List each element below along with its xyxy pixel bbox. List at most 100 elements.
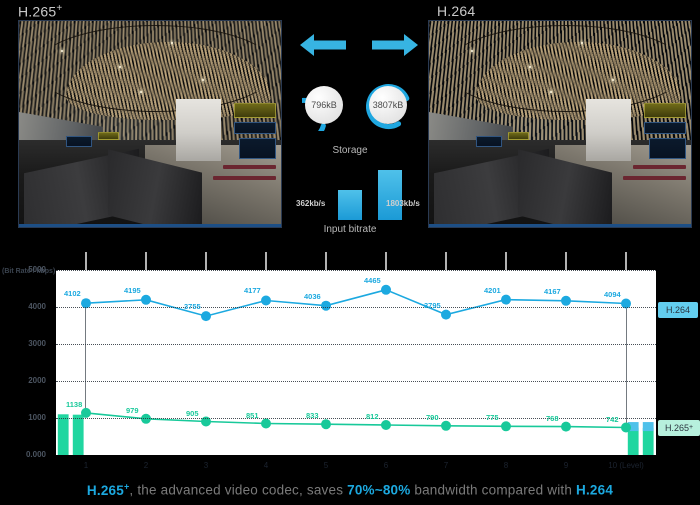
panel-title-h265-text: H.265 (18, 3, 57, 20)
chart-point-label-h265: 833 (306, 411, 319, 421)
center-pillar (586, 99, 631, 162)
ceiling-light (118, 66, 121, 69)
ceiling-light (612, 78, 615, 81)
chart-point-label-h264: 4201 (484, 285, 501, 295)
bench-row-2 (622, 175, 686, 180)
chart-y-tick: 4000 (28, 302, 46, 311)
chart-gridline (56, 344, 656, 345)
ceiling-light (528, 66, 531, 69)
bottom-band (19, 224, 281, 227)
panel-title-h265: H.265+ (18, 3, 62, 20)
bench-row-2 (212, 175, 276, 180)
info-sign-yellow (643, 103, 686, 118)
bitrate-label: Input bitrate (323, 224, 377, 235)
bitrate-value-h265: 362kb/s (296, 199, 326, 208)
storage-donut-h264: 3807kB (366, 83, 414, 131)
ceiling-light (202, 78, 205, 81)
arrow-right-icon (372, 32, 418, 58)
info-sign-left-2 (507, 132, 529, 141)
chart-point-label-h264: 4102 (64, 289, 81, 299)
bench-row (633, 165, 686, 170)
chart-legend-h265: H.265 + (658, 419, 700, 436)
chart-legend-h265-text: H.265 (664, 422, 689, 433)
panel-title-h264-text: H.264 (437, 3, 476, 19)
chart-point-label-h265: 775 (486, 413, 499, 423)
ceiling-light (170, 41, 173, 44)
storage-label: Storage (332, 145, 368, 156)
center-pillar (176, 99, 221, 162)
arrow-left-icon (300, 32, 346, 58)
preview-image-h264 (428, 20, 692, 228)
preview-image-h265 (18, 20, 282, 228)
caption-h265: H.265+ (87, 481, 130, 498)
ceiling-light (470, 49, 473, 52)
chart-y-tick: 5000 (28, 265, 46, 274)
caption: H.265+, the advanced video codec, saves … (0, 481, 700, 498)
chart-y-tick: 3000 (28, 339, 46, 348)
chart-x-tick: 7 (443, 461, 449, 470)
chart-point-label-h264: 3795 (424, 300, 441, 310)
chart-point-label-h264: 4195 (124, 285, 141, 295)
chart-x-tick: 4 (263, 461, 269, 470)
storage-value-h264: 3807kB (369, 86, 407, 124)
caption-highlight: 70%~80% (347, 482, 411, 498)
chart-x-tick: 6 (383, 461, 389, 470)
chart-x-tick: 8 (503, 461, 509, 470)
ceiling-light (139, 91, 142, 94)
panel-title-h264: H.264 (437, 3, 475, 19)
info-sign-left (476, 136, 503, 147)
chart-point-label-h264: 4036 (304, 291, 321, 301)
chart-point-label-h265: 742 (606, 414, 619, 424)
ceiling-arc (444, 25, 686, 112)
chart-legend-h264: H.264 (658, 301, 698, 318)
chart-y-tick: 2000 (28, 376, 46, 385)
info-sign-left-2 (97, 132, 119, 141)
chart-y-axis-title: (Bit Rate / kbps) (2, 268, 56, 275)
storage-value-h265: 796kB (305, 86, 343, 124)
ceiling-arc (34, 25, 276, 112)
caption-mid-2: bandwidth compared with (410, 482, 577, 498)
bottom-band (429, 224, 691, 227)
chart-point-label-h264: 4094 (604, 289, 621, 299)
chart-legend-h265-sup: + (688, 424, 694, 432)
caption-h265-sup: + (123, 481, 130, 491)
chart-gridline (56, 270, 656, 271)
chart-point-label-h265: 812 (366, 411, 379, 421)
chart-point-label-h265: 768 (546, 413, 559, 423)
ceiling-light (549, 91, 552, 94)
chart-gridline (56, 381, 656, 382)
chart-x-tick: 10 (Level) (608, 461, 644, 470)
info-sign-blue-2 (239, 138, 276, 159)
chart-point-label-h264: 4167 (544, 286, 561, 296)
bitrate-comparison-chart: (Bit Rate / kbps) 5000 4000 3000 2000 1000 0.… (0, 252, 700, 477)
chart-point-label-h265: 905 (186, 408, 199, 418)
caption-mid-1: , the advanced video codec, saves (129, 482, 348, 498)
storage-donut-h265: 796kB (302, 83, 350, 131)
chart-point-label-h264: 4177 (244, 286, 261, 296)
chart-point-label-h264: 4465 (364, 275, 381, 285)
bench-row (223, 165, 276, 170)
chart-point-label-h265: 790 (426, 412, 439, 422)
caption-h264: H.264 (576, 482, 614, 498)
chart-point-label-h265: 979 (126, 405, 139, 415)
info-sign-blue (643, 121, 686, 135)
info-sign-blue (233, 121, 276, 135)
bitrate-value-h264: 1803kb/s (386, 199, 420, 208)
chart-x-tick: 9 (563, 461, 569, 470)
chart-y-tick: 1000 (28, 413, 46, 422)
chart-canvas (57, 252, 654, 455)
ceiling-light (60, 49, 63, 52)
chart-point-label-h265: 1138 (66, 399, 83, 409)
chart-gridline (56, 307, 656, 308)
chart-y-tick: 0.000 (25, 450, 46, 459)
bitrate-bar-h265 (338, 190, 362, 220)
chart-point-label-h264: 3755 (184, 302, 201, 312)
info-sign-blue-2 (649, 138, 686, 159)
chart-x-tick: 3 (203, 461, 209, 470)
chart-point-label-h265: 851 (246, 410, 259, 420)
chart-x-tick: 2 (143, 461, 149, 470)
info-sign-yellow (233, 103, 276, 118)
info-sign-left (66, 136, 93, 147)
ceiling-light (580, 41, 583, 44)
